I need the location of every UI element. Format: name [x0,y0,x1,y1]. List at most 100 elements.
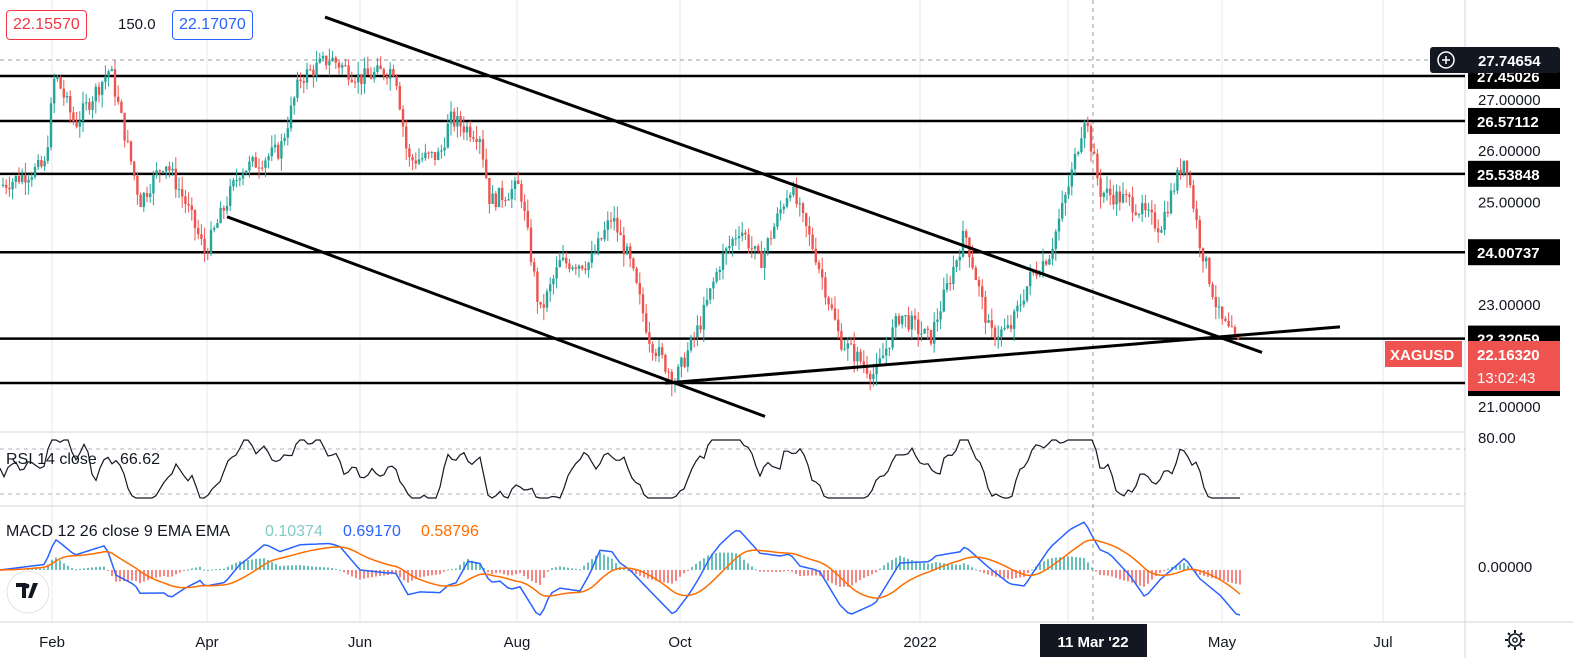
tradingview-logo-icon[interactable] [6,570,50,614]
histogram-bar [335,568,337,570]
histogram-bar [703,558,705,570]
bid-price-box[interactable]: 22.15570 [6,10,87,40]
histogram-bar [803,570,805,576]
candle-body [1131,196,1134,213]
histogram-bar [487,570,489,573]
histogram-bar [303,565,305,570]
candle-body [136,175,139,195]
price-tick-label: 25.00000 [1478,194,1541,211]
candle-body [241,173,245,179]
candle-body [216,223,219,228]
histogram-bar [607,556,609,570]
svg-text:11 Mar '22: 11 Mar '22 [1057,634,1128,651]
level-value: 25.53848 [1477,167,1540,184]
histogram-bar [283,565,285,570]
histogram-bar [63,563,65,570]
histogram-bar [991,570,993,576]
candle-body [283,137,286,142]
last-price: 22.16320 [1477,347,1540,364]
histogram-bar [1083,557,1085,570]
candle-body [277,144,280,159]
candle-body [878,358,881,364]
candle-body [206,252,209,255]
histogram-bar [1227,570,1229,582]
trendline[interactable] [324,15,1263,354]
candle-body [827,297,830,305]
candle-body [56,76,59,79]
candle-body [11,181,14,190]
candle-body [837,319,840,332]
time-axis[interactable]: Feb Apr Jun Aug Oct 2022 May Jul [39,634,1393,651]
candle-body [373,72,376,79]
gear-icon[interactable] [1505,630,1525,650]
macd-legend[interactable]: MACD 12 26 close 9 EMA EMA 0.10374 0.691… [6,523,479,540]
histogram-bar [875,570,877,573]
histogram-bar [1223,570,1225,581]
svg-text:27.74654: 27.74654 [1478,53,1541,70]
candle-body [689,337,693,351]
trendline[interactable] [664,325,1341,385]
candle-body [488,177,491,204]
candle-body [737,235,741,239]
histogram-bar [691,566,693,570]
trendline[interactable] [226,215,766,418]
spread-value: 150.0 [118,16,156,33]
histogram-bar [279,565,281,570]
histogram-bar [887,562,889,570]
histogram-bar [1039,563,1041,570]
trendlines[interactable] [226,15,1341,418]
candle-body [302,81,305,83]
candle-body [782,206,785,210]
candle-body [117,96,120,102]
candle-body [43,160,46,167]
candle-body [261,167,264,169]
candle-body [305,69,309,83]
horizontal-levels[interactable] [0,74,1465,385]
candle-body [1185,160,1189,176]
histogram-bar [1043,561,1045,570]
candle-body [446,123,449,148]
candle-body [1121,194,1125,203]
histogram-bar [919,562,921,570]
price-tick-label: 26.00000 [1478,143,1541,160]
histogram-bar [779,570,781,573]
candle-body [353,81,357,83]
histogram-bar [35,568,37,570]
candle-body [741,232,744,236]
candle-body [974,267,977,281]
histogram-bar [563,567,565,570]
candle-body [347,65,350,80]
rsi-legend[interactable]: RSI 14 close 66.62 [6,451,160,468]
candle-body [5,184,8,188]
ask-price-box[interactable]: 22.17070 [172,10,253,40]
candle-body [401,109,405,127]
candle-body [1051,248,1054,259]
candle-body [449,111,453,124]
price-axis[interactable]: 27.00000 26.00000 25.00000 23.00000 21.00000 [1478,92,1541,416]
candle-body [33,167,37,178]
candle-body [1230,326,1233,328]
candle-body [59,76,62,89]
candle-body [565,257,568,264]
candle-body [299,79,302,82]
candle-body [286,128,289,138]
time-tick-label: Jul [1373,634,1392,651]
histogram-bar [759,570,761,572]
candle-body [145,192,149,197]
candle-body [1099,178,1102,197]
plus-circle-icon[interactable] [1437,51,1455,69]
candle-body [1038,274,1041,276]
candle-body [1093,151,1096,154]
candle-body [325,55,328,66]
candle-body [88,102,91,110]
candle-body [1000,329,1003,337]
candle-body [817,262,821,270]
candle-body [379,65,382,70]
candle-body [139,194,142,207]
candle-body [1195,208,1198,221]
histogram-bar [103,566,105,570]
candle-body [696,325,699,338]
histogram-bar [347,570,349,575]
histogram-bar [151,570,153,579]
